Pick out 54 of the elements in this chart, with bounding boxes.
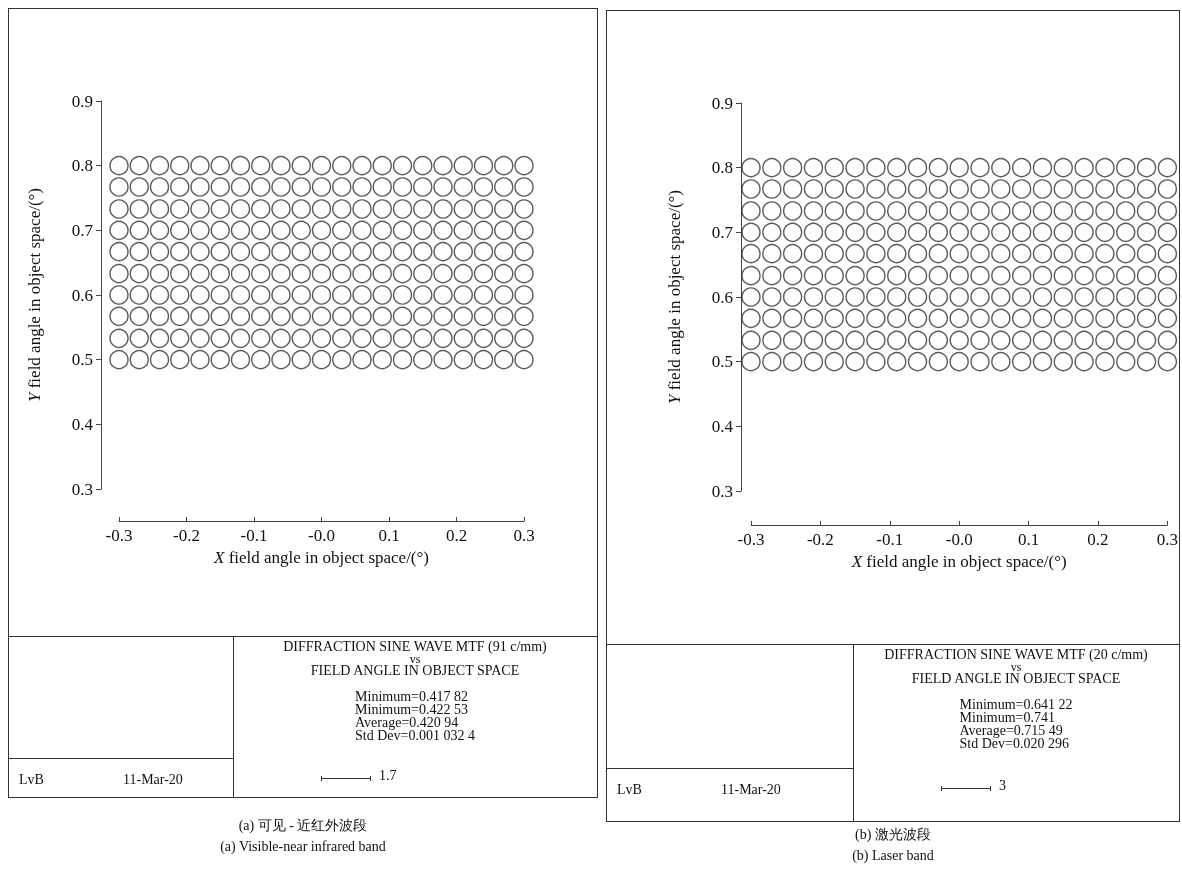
text: Minimum=0.422 53 [355, 702, 469, 717]
x-axis-title: X field angle in object space/(°) [850, 552, 1067, 571]
y-tick-label: 0.9 [711, 93, 733, 113]
x-axis-title: X field angle in object space/(°) [213, 548, 429, 567]
x-tick-label: 0.3 [513, 526, 535, 545]
y-tick-label: 0.4 [71, 414, 94, 434]
x-tick-label: -0.1 [876, 530, 904, 549]
x-tick-label: -0.0 [945, 530, 973, 549]
x-tick-label: -0.1 [240, 526, 268, 545]
y-tick-label: 0.7 [711, 222, 734, 242]
text: DIFFRACTION SINE WAVE MTF (91 c/mm) [282, 639, 548, 654]
x-tick-label: -0.0 [308, 526, 335, 545]
y-tick-label: 0.5 [71, 350, 93, 370]
x-tick-label: 0.2 [1087, 530, 1109, 549]
text: FIELD ANGLE IN OBJECT SPACE [910, 671, 1122, 686]
text: 11-Mar-20 [123, 772, 183, 788]
text: 3 [999, 778, 1006, 794]
y-tick-label: 0.4 [711, 416, 734, 436]
text: (a) 可见 - 近红外波段 [237, 817, 369, 835]
text: (b) Laser band [851, 847, 935, 865]
y-tick-label: 0.9 [71, 91, 93, 111]
x-tick-label: 0.1 [378, 526, 400, 545]
x-tick-label: 0.2 [445, 526, 468, 545]
text: LvB [19, 772, 44, 788]
text: Minimum=0.641 22 [959, 697, 1073, 712]
text: vs [409, 652, 422, 666]
y-tick-label: 0.6 [711, 287, 733, 307]
y-tick-label: 0.3 [711, 481, 733, 501]
x-tick-label: -0.2 [173, 526, 200, 545]
y-axis-title: Y field angle in object space/(°) [25, 187, 44, 403]
x-tick-label: -0.3 [737, 530, 765, 549]
text: (b) 激光波段 [854, 826, 932, 844]
text: 11-Mar-20 [721, 782, 781, 798]
text: 1.7 [379, 768, 397, 784]
text: vs [1010, 660, 1023, 674]
text: Minimum=0.417 82 [355, 689, 469, 704]
y-tick-label: 0.6 [71, 285, 93, 305]
text: (a) Visible-near infrared band [219, 838, 387, 856]
y-tick-label: 0.8 [711, 158, 733, 178]
y-tick-label: 0.5 [711, 352, 733, 372]
text: Minimum=0.741 [959, 710, 1056, 725]
text: Average=0.715 49 [959, 723, 1064, 738]
y-axis-title: Y field angle in object space/(°) [665, 189, 684, 405]
text: LvB [617, 782, 642, 798]
x-tick-label: -0.2 [806, 530, 834, 549]
x-tick-label: -0.3 [105, 526, 133, 545]
y-tick-label: 0.3 [71, 479, 93, 499]
x-tick-label: 0.3 [1156, 530, 1178, 549]
x-tick-label: 0.1 [1017, 530, 1040, 549]
text: FIELD ANGLE IN OBJECT SPACE [309, 663, 521, 678]
text: Average=0.420 94 [355, 715, 460, 730]
y-tick-label: 0.7 [71, 220, 94, 240]
text: DIFFRACTION SINE WAVE MTF (20 c/mm) [883, 647, 1149, 662]
y-tick-label: 0.8 [71, 156, 93, 176]
